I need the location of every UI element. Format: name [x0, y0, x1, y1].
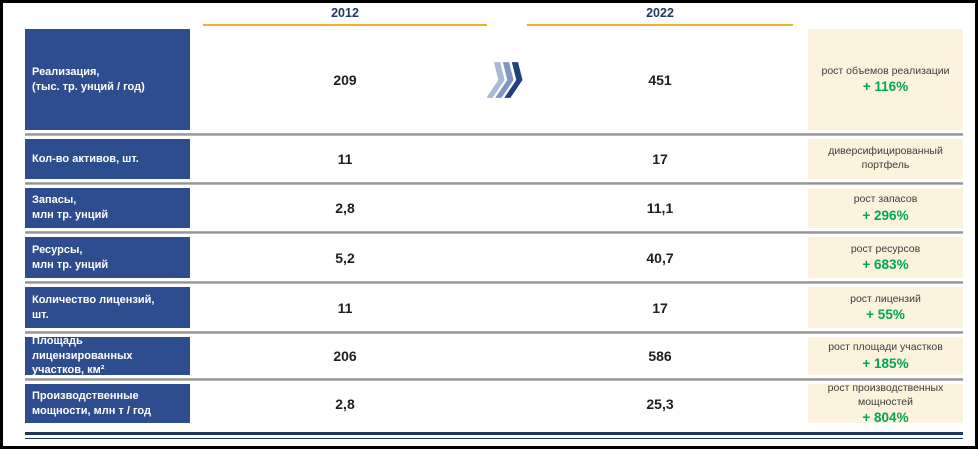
row-gap: [190, 185, 203, 231]
footer-divider-line: [25, 432, 963, 439]
value-2022: 586: [648, 348, 672, 364]
column-header-2012: 2012: [203, 6, 487, 26]
row-gap: [793, 185, 808, 231]
table-row: Количество лицензий, шт. 11 17 рост лице…: [3, 284, 975, 331]
row-margin: [3, 234, 25, 281]
growth-percent: + 296%: [862, 207, 909, 223]
row-gap: [190, 136, 203, 182]
growth-percent: + 55%: [866, 307, 905, 323]
growth-note: рост запасов + 296%: [808, 188, 963, 228]
table-row: Ресурсы, млн тр. унций 5,2 40,7 рост рес…: [3, 234, 975, 281]
value-2022: 25,3: [646, 395, 674, 412]
row-label: Производственные мощности, млн т / год: [25, 384, 190, 423]
value-2022: 40,7: [646, 249, 674, 266]
growth-note-text: диверсифицированный портфель: [828, 144, 943, 171]
table-row: Реализация, (тыс. тр. унций / год) 209 4…: [3, 26, 975, 133]
growth-note: рост площади участков + 185%: [808, 337, 963, 375]
row-divider: [25, 231, 963, 234]
table-row: Производственные мощности, млн т / год 2…: [3, 381, 975, 426]
value-2022: 17: [652, 151, 668, 167]
row-gap: [793, 26, 808, 133]
table-row: Кол-во активов, шт. 11 17 диверсифициров…: [3, 136, 975, 182]
growth-note-text: рост объемов реализации: [821, 64, 950, 77]
row-gap: [190, 381, 203, 426]
table-row: Запасы, млн тр. унций 2,8 11,1 рост запа…: [3, 185, 975, 231]
row-margin: [3, 136, 25, 182]
chevron-spacer: [487, 284, 527, 331]
growth-note: рост ресурсов + 683%: [808, 237, 963, 278]
row-gap: [793, 234, 808, 281]
table-header-row: 2012 2022: [3, 3, 975, 26]
growth-percent: + 683%: [862, 257, 909, 273]
row-divider: [25, 331, 963, 334]
value-2022: 17: [652, 299, 668, 316]
row-margin: [3, 185, 25, 231]
row-divider: [25, 378, 963, 381]
row-gap: [190, 234, 203, 281]
chevron-spacer: [487, 334, 527, 378]
chevron-spacer: [487, 136, 527, 182]
value-2022: 451: [648, 71, 672, 88]
chevron-spacer: [487, 185, 527, 231]
row-label: Кол-во активов, шт.: [25, 139, 190, 179]
growth-note: диверсифицированный портфель: [808, 139, 963, 179]
row-divider: [25, 133, 963, 136]
growth-percent: + 116%: [862, 79, 909, 95]
growth-note-text: рост производственных мощностей: [827, 381, 944, 408]
column-header-2022: 2022: [527, 6, 793, 26]
triple-chevron-icon: [487, 26, 527, 133]
row-gap: [793, 334, 808, 378]
row-label: Площадь лицензированных участков, км²: [25, 335, 190, 376]
growth-percent: + 804%: [862, 410, 909, 426]
row-label: Количество лицензий, шт.: [25, 287, 190, 328]
value-2012: 206: [333, 348, 357, 364]
value-2022: 11,1: [646, 200, 674, 216]
row-label: Ресурсы, млн тр. унций: [25, 237, 190, 278]
chevron-spacer: [487, 381, 527, 426]
row-label: Реализация, (тыс. тр. унций / год): [25, 29, 190, 130]
growth-note-text: рост ресурсов: [850, 242, 921, 255]
value-2012: 5,2: [335, 249, 355, 266]
table-row: Площадь лицензированных участков, км² 20…: [3, 334, 975, 378]
growth-note-text: рост запасов: [853, 193, 918, 206]
value-2012: 11: [337, 151, 353, 167]
value-2012: 209: [333, 71, 357, 88]
row-gap: [190, 334, 203, 378]
value-2012: 2,8: [335, 395, 355, 412]
growth-note-text: рост площади участков: [828, 341, 943, 354]
row-margin: [3, 26, 25, 133]
growth-note-text: рост лицензий: [850, 292, 921, 305]
row-gap: [793, 381, 808, 426]
row-label: Запасы, млн тр. унций: [25, 188, 190, 228]
growth-percent: + 185%: [862, 355, 909, 371]
row-gap: [190, 284, 203, 331]
growth-note: рост производственных мощностей + 804%: [808, 381, 963, 426]
row-margin: [3, 284, 25, 331]
value-2012: 2,8: [335, 200, 355, 216]
row-gap: [190, 26, 203, 133]
growth-note: рост лицензий + 55%: [808, 287, 963, 328]
growth-note: рост объемов реализации + 116%: [808, 29, 963, 130]
chevron-spacer: [487, 234, 527, 281]
value-2012: 11: [337, 299, 353, 316]
row-margin: [3, 381, 25, 426]
row-margin: [3, 334, 25, 378]
row-gap: [793, 136, 808, 182]
row-divider: [25, 182, 963, 185]
row-divider: [25, 281, 963, 284]
row-gap: [793, 284, 808, 331]
